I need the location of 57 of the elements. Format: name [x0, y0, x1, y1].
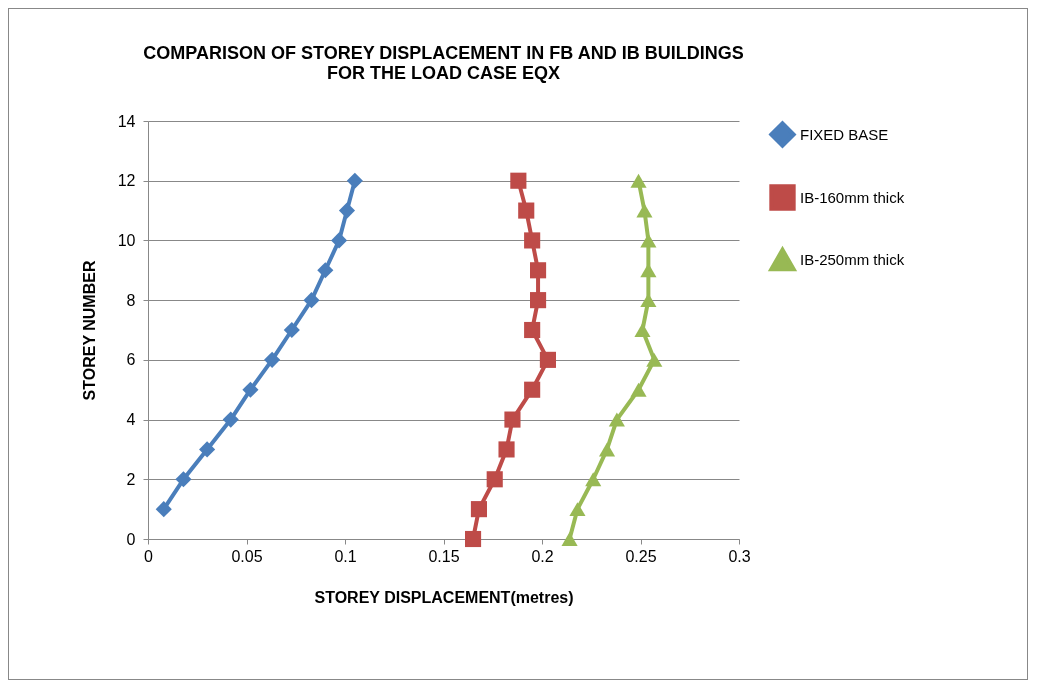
y-tick-label: 2 [126, 470, 136, 488]
point [331, 232, 348, 249]
point [338, 202, 356, 219]
x-tick-label: 0.25 [625, 547, 657, 565]
point [585, 472, 602, 487]
legend-label: IB-250mm thick [800, 250, 905, 268]
x-tick-label: 0.05 [231, 547, 263, 565]
y-tick-label: 10 [117, 231, 136, 249]
point [630, 173, 647, 188]
point [561, 532, 578, 546]
point [504, 411, 521, 428]
x-tick-label: 0.15 [428, 547, 460, 565]
x-axis-title: STOREY DISPLACEMENT(metres) [314, 588, 574, 606]
y-tick-label: 6 [126, 351, 136, 369]
point [646, 352, 663, 367]
point [524, 321, 541, 339]
point [634, 323, 651, 337]
chart-title: COMPARISON OF STOREY DISPLACEMENT IN FB AND IB BUILDINGS FOR THE LOAD CASE EQX [143, 43, 744, 83]
point [317, 262, 334, 279]
point [346, 172, 363, 189]
legend-label: IB-160mm thick [800, 188, 905, 206]
point [640, 233, 657, 248]
point [155, 501, 172, 518]
point [539, 351, 556, 368]
point [464, 530, 482, 548]
point [498, 441, 515, 458]
point [530, 262, 547, 279]
point [518, 202, 535, 219]
point [524, 232, 541, 249]
y-axis-title: STOREY NUMBER [80, 260, 98, 401]
point [283, 321, 300, 339]
x-tick-label: 0.2 [531, 547, 554, 565]
y-tick-label: 0 [126, 530, 136, 548]
point [530, 292, 547, 309]
point [524, 381, 541, 398]
y-tick-label: 14 [117, 112, 136, 130]
point [598, 442, 616, 457]
point [569, 502, 586, 517]
x-tick-label: 0.1 [334, 547, 357, 565]
y-tick-label: 8 [126, 291, 136, 309]
point [303, 292, 320, 309]
point [222, 411, 239, 428]
y-tick-label: 12 [117, 172, 136, 190]
point [636, 203, 653, 218]
y-tick-label: 4 [126, 411, 136, 429]
point [199, 441, 216, 458]
x-tick-label: 0 [144, 547, 154, 565]
point [608, 412, 625, 427]
point [510, 172, 527, 189]
point [486, 471, 503, 488]
legend-label: FIXED BASE [800, 125, 889, 143]
point [470, 501, 488, 518]
point [175, 471, 192, 488]
x-tick-label: 0.3 [728, 547, 751, 565]
point [630, 382, 647, 397]
point [264, 351, 281, 368]
point [242, 381, 259, 398]
